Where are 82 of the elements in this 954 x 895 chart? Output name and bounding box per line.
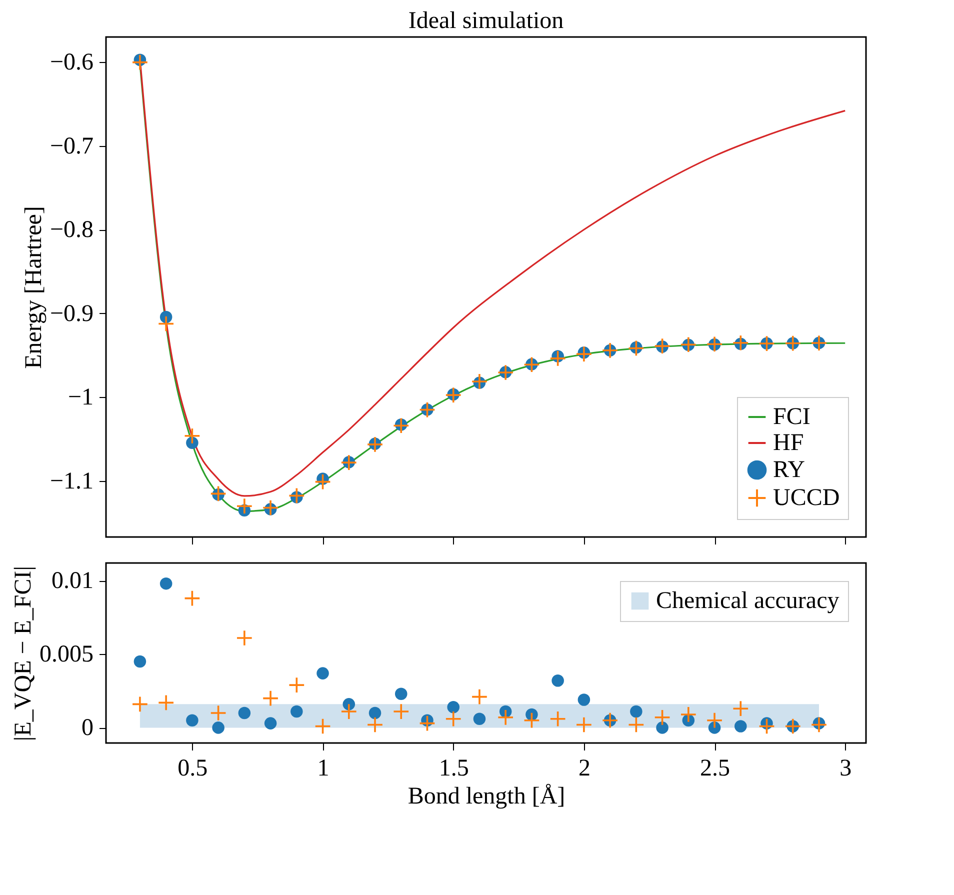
point bbox=[628, 716, 644, 734]
point bbox=[366, 716, 384, 734]
y-tick-label: −0.9 bbox=[50, 300, 94, 327]
y-tick-label: −0.7 bbox=[50, 133, 94, 160]
x-tick-label: 1.5 bbox=[438, 756, 469, 782]
point bbox=[445, 710, 462, 728]
y-tick-label: 0.005 bbox=[40, 642, 94, 668]
point bbox=[210, 485, 227, 502]
point bbox=[447, 700, 460, 714]
point bbox=[523, 712, 540, 729]
point bbox=[288, 487, 305, 504]
point bbox=[290, 705, 303, 718]
point bbox=[394, 688, 408, 700]
point bbox=[184, 428, 200, 444]
point bbox=[160, 577, 172, 590]
y-tick-label: −0.8 bbox=[50, 217, 94, 244]
legend-label: UCCD bbox=[773, 485, 840, 511]
point bbox=[550, 350, 566, 367]
point bbox=[186, 714, 198, 726]
point bbox=[630, 705, 642, 718]
x-tick-label: 1 bbox=[317, 756, 330, 782]
y-tick-label: −0.6 bbox=[50, 50, 94, 76]
point bbox=[262, 499, 279, 516]
y-tick-label: 0 bbox=[82, 715, 94, 742]
point bbox=[656, 722, 668, 734]
legend-label: FCI bbox=[773, 404, 810, 430]
y-tick-label: 0.01 bbox=[52, 568, 94, 594]
point bbox=[734, 720, 747, 732]
point bbox=[288, 676, 305, 694]
point bbox=[264, 717, 277, 730]
point bbox=[758, 718, 776, 735]
point bbox=[368, 706, 382, 720]
point bbox=[134, 655, 146, 668]
point bbox=[366, 436, 384, 453]
point bbox=[210, 704, 227, 722]
point bbox=[732, 700, 749, 717]
point bbox=[418, 714, 436, 732]
point bbox=[158, 315, 174, 332]
point bbox=[706, 712, 723, 729]
point bbox=[340, 703, 358, 720]
point bbox=[314, 473, 332, 490]
point bbox=[552, 674, 564, 687]
point bbox=[810, 716, 828, 734]
point bbox=[132, 696, 148, 712]
y-tick-label: −1 bbox=[68, 384, 94, 411]
point bbox=[132, 54, 148, 71]
legend-label: RY bbox=[773, 457, 806, 483]
point bbox=[316, 667, 329, 680]
point bbox=[473, 712, 486, 726]
x-axis-title: Bond length [Å] bbox=[408, 784, 566, 810]
y-axis-title: Energy [Hartree] bbox=[20, 206, 47, 369]
point bbox=[236, 630, 253, 646]
point bbox=[236, 498, 253, 514]
point bbox=[158, 694, 174, 712]
legend-label: Chemical accuracy bbox=[656, 588, 840, 614]
point bbox=[576, 716, 592, 734]
chart-title: Ideal simulation bbox=[408, 8, 564, 34]
point bbox=[238, 706, 251, 720]
point bbox=[576, 346, 592, 362]
point bbox=[550, 710, 566, 728]
y-axis-title: |E_VQE − E_FCI| bbox=[10, 566, 36, 742]
point bbox=[578, 694, 590, 706]
x-tick-label: 2 bbox=[578, 756, 590, 782]
point bbox=[654, 338, 671, 354]
point bbox=[471, 373, 488, 390]
point bbox=[732, 334, 749, 352]
x-tick-label: 3 bbox=[840, 756, 852, 782]
point bbox=[262, 690, 279, 707]
point bbox=[392, 703, 410, 720]
point bbox=[212, 722, 224, 734]
x-tick-label: 2.5 bbox=[700, 756, 730, 782]
y-tick-label: −1.1 bbox=[50, 468, 94, 494]
point bbox=[392, 417, 410, 434]
x-tick-label: 0.5 bbox=[178, 756, 208, 782]
point bbox=[654, 709, 671, 726]
point bbox=[184, 590, 200, 607]
point bbox=[471, 688, 488, 706]
point bbox=[314, 718, 332, 735]
legend-label: HF bbox=[773, 430, 804, 456]
point bbox=[628, 340, 644, 357]
point bbox=[497, 709, 514, 726]
point bbox=[680, 706, 697, 723]
